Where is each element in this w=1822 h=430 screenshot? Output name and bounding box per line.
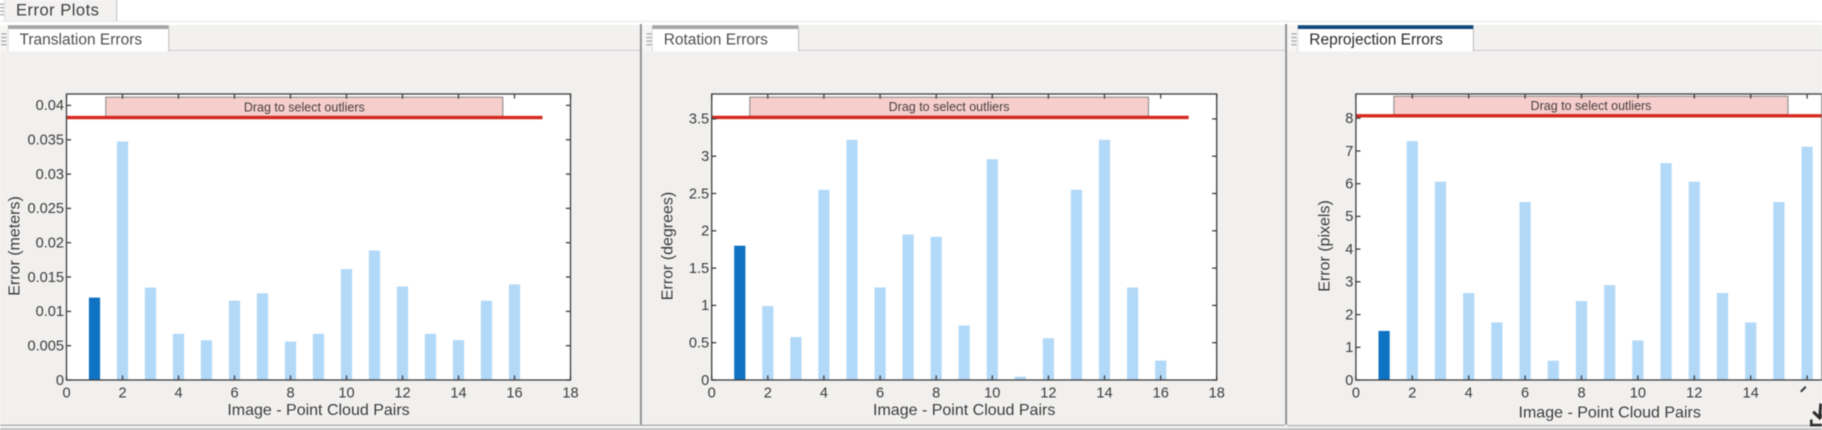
svg-text:0.035: 0.035 bbox=[27, 133, 64, 149]
svg-text:7: 7 bbox=[1345, 144, 1353, 160]
svg-text:3.5: 3.5 bbox=[689, 112, 709, 128]
svg-text:2: 2 bbox=[1408, 385, 1416, 401]
svg-text:Image - Point Cloud Pairs: Image - Point Cloud Pairs bbox=[1519, 405, 1701, 422]
svg-text:4: 4 bbox=[174, 385, 182, 401]
svg-text:0.03: 0.03 bbox=[36, 167, 64, 183]
svg-text:6: 6 bbox=[876, 385, 884, 401]
svg-text:4: 4 bbox=[820, 385, 828, 401]
svg-text:14: 14 bbox=[1096, 385, 1112, 401]
svg-text:Error Plots: Error Plots bbox=[16, 2, 99, 20]
svg-text:18: 18 bbox=[562, 385, 578, 401]
svg-text:0.01: 0.01 bbox=[36, 304, 64, 320]
svg-text:10: 10 bbox=[338, 385, 354, 401]
svg-text:16: 16 bbox=[506, 385, 522, 401]
svg-text:Translation Errors: Translation Errors bbox=[20, 31, 143, 48]
svg-text:6: 6 bbox=[1521, 385, 1529, 401]
svg-text:Drag to select outliers: Drag to select outliers bbox=[1531, 99, 1652, 113]
svg-text:4: 4 bbox=[1345, 242, 1353, 258]
svg-text:0.02: 0.02 bbox=[36, 236, 64, 252]
svg-text:0: 0 bbox=[1345, 373, 1353, 389]
svg-text:14: 14 bbox=[1743, 385, 1759, 401]
svg-text:2: 2 bbox=[1345, 307, 1353, 323]
svg-text:8: 8 bbox=[286, 385, 294, 401]
svg-text:8: 8 bbox=[1577, 385, 1585, 401]
svg-text:6: 6 bbox=[1345, 177, 1353, 193]
svg-text:18: 18 bbox=[1209, 385, 1225, 401]
svg-text:2: 2 bbox=[118, 385, 126, 401]
svg-text:1: 1 bbox=[1345, 340, 1353, 356]
svg-text:14: 14 bbox=[450, 385, 466, 401]
svg-text:0: 0 bbox=[1352, 385, 1360, 401]
svg-text:0: 0 bbox=[56, 373, 64, 389]
svg-text:Reprojection Errors: Reprojection Errors bbox=[1309, 31, 1443, 48]
svg-text:1.5: 1.5 bbox=[689, 261, 709, 277]
svg-text:8: 8 bbox=[1345, 111, 1353, 127]
svg-text:Error (pixels): Error (pixels) bbox=[1317, 200, 1334, 292]
svg-text:5: 5 bbox=[1345, 209, 1353, 225]
svg-text:2.5: 2.5 bbox=[689, 186, 709, 202]
svg-text:Error (meters): Error (meters) bbox=[7, 196, 24, 296]
svg-text:Drag to select outliers: Drag to select outliers bbox=[889, 100, 1010, 114]
svg-text:2: 2 bbox=[701, 224, 709, 240]
svg-text:12: 12 bbox=[394, 385, 410, 401]
svg-text:12: 12 bbox=[1686, 385, 1702, 401]
svg-text:6: 6 bbox=[230, 385, 238, 401]
svg-text:0: 0 bbox=[708, 385, 716, 401]
svg-text:Drag to select outliers: Drag to select outliers bbox=[244, 100, 365, 114]
svg-text:4: 4 bbox=[1465, 385, 1473, 401]
svg-text:0: 0 bbox=[62, 385, 70, 401]
svg-text:3: 3 bbox=[1345, 275, 1353, 291]
svg-text:Image - Point Cloud Pairs: Image - Point Cloud Pairs bbox=[227, 402, 409, 419]
svg-text:10: 10 bbox=[1630, 385, 1646, 401]
svg-text:10: 10 bbox=[984, 385, 1000, 401]
svg-text:0.005: 0.005 bbox=[27, 339, 64, 355]
svg-text:0.5: 0.5 bbox=[689, 336, 709, 352]
svg-text:16: 16 bbox=[1153, 385, 1169, 401]
svg-text:Image - Point Cloud Pairs: Image - Point Cloud Pairs bbox=[873, 402, 1055, 419]
svg-text:Rotation Errors: Rotation Errors bbox=[664, 31, 768, 48]
svg-text:0.025: 0.025 bbox=[27, 201, 64, 217]
svg-text:Error (degrees): Error (degrees) bbox=[660, 192, 677, 300]
svg-text:0.015: 0.015 bbox=[27, 270, 64, 286]
svg-text:0.04: 0.04 bbox=[36, 98, 64, 114]
svg-text:2: 2 bbox=[764, 385, 772, 401]
svg-text:12: 12 bbox=[1040, 385, 1056, 401]
svg-text:0: 0 bbox=[701, 373, 709, 389]
svg-text:8: 8 bbox=[932, 385, 940, 401]
svg-text:1: 1 bbox=[701, 298, 709, 314]
svg-text:3: 3 bbox=[701, 149, 709, 165]
